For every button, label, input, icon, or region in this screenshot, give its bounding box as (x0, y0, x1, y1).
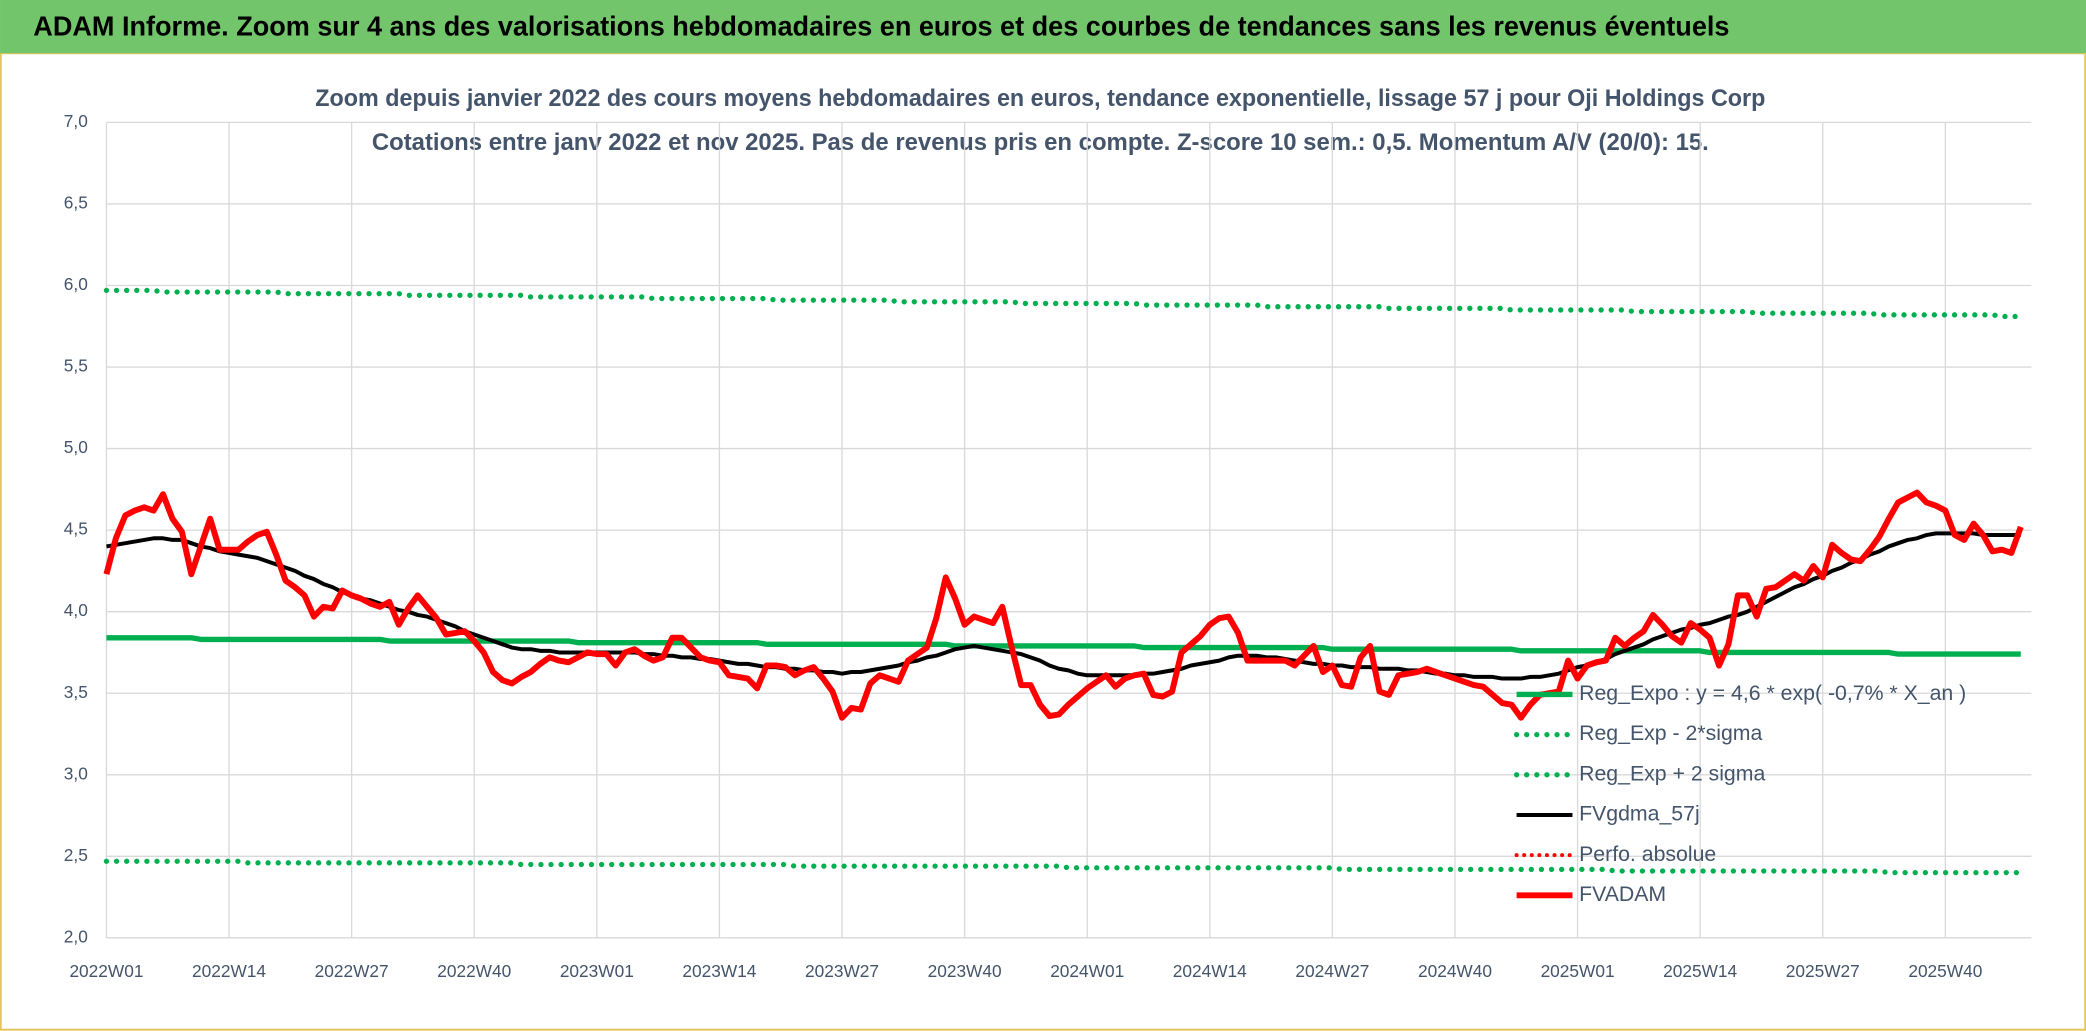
y-tick-label: 7,0 (64, 111, 88, 131)
x-tick-label: 2022W01 (69, 961, 143, 981)
series-line (103, 287, 2024, 320)
grid: 2,0 2,5 3,0 3,5 4,0 4,5 5,0 5,5 6,0 6,5 7,0 2022W01… (64, 111, 2032, 981)
series-line (103, 858, 2024, 876)
legend-label: Perfo. absolue (1579, 842, 1716, 866)
x-tick-label: 2024W40 (1418, 961, 1492, 981)
y-tick-label: 6,5 (64, 193, 88, 213)
x-tick-label: 2022W40 (437, 961, 511, 981)
banner-bar (0, 0, 2086, 54)
x-tick-label: 2023W27 (805, 961, 879, 981)
series-line (106, 635, 2021, 657)
x-tick-label: 2025W01 (1541, 961, 1615, 981)
x-tick-label: 2025W14 (1663, 961, 1737, 981)
x-tick-label: 2025W40 (1908, 961, 1982, 981)
y-tick-label: 5,5 (64, 356, 88, 376)
series-line (106, 531, 2021, 681)
x-tick-label: 2023W01 (560, 961, 634, 981)
legend-label: Reg_Expo : y = 4,6 * exp( -0,7% * X_an ) (1579, 681, 1966, 705)
y-tick-label: 6,0 (64, 274, 88, 294)
plot (103, 287, 2024, 876)
y-tick-label: 3,0 (64, 763, 88, 783)
x-tick-label: 2023W14 (682, 961, 756, 981)
x-tick-label: 2025W27 (1786, 961, 1860, 981)
legend-label: FVADAM (1579, 882, 1666, 906)
x-tick-label: 2024W01 (1050, 961, 1124, 981)
y-tick-label: 2,0 (64, 926, 88, 946)
y-tick-label: 4,0 (64, 600, 88, 620)
y-tick-label: 4,5 (64, 519, 88, 539)
legend-label: Reg_Exp - 2*sigma (1579, 721, 1762, 745)
legend: Reg_Expo : y = 4,6 * exp( -0,7% * X_an )… (1513, 681, 1966, 906)
y-tick-label: 3,5 (64, 682, 88, 702)
x-tick-label: 2022W14 (192, 961, 266, 981)
legend-label: Reg_Exp + 2 sigma (1579, 761, 1765, 785)
x-tick-label: 2022W27 (315, 961, 389, 981)
chart-subtitle: Cotations entre janv 2022 et nov 2025. P… (372, 129, 1709, 156)
y-tick-label: 2,5 (64, 845, 88, 865)
x-tick-label: 2024W27 (1295, 961, 1369, 981)
series-line (103, 489, 2024, 721)
chart-title: Zoom depuis janvier 2022 des cours moyen… (315, 85, 1765, 112)
y-tick-label: 5,0 (64, 437, 88, 457)
x-tick-label: 2023W40 (928, 961, 1002, 981)
legend-label: FVgdma_57j (1579, 802, 1700, 826)
x-tick-label: 2024W14 (1173, 961, 1247, 981)
banner-title: ADAM Informe. Zoom sur 4 ans des valoris… (33, 10, 1729, 41)
